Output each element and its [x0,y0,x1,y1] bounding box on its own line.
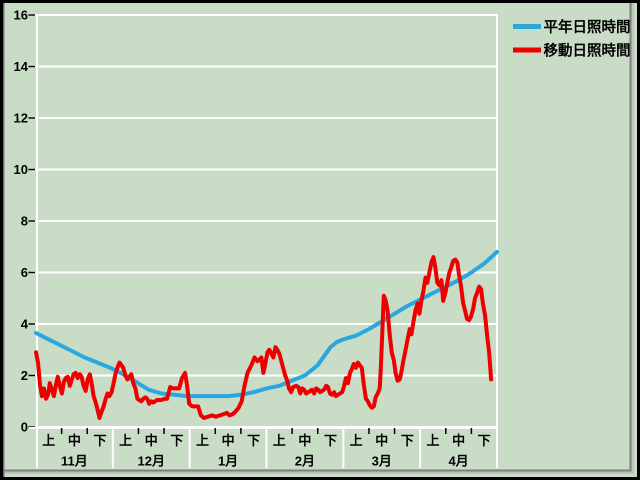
period-label: 下 [170,433,183,448]
frame-bevel-light-bottom [3,471,633,474]
y-axis-label: 0 [21,420,28,435]
period-label: 中 [222,433,235,448]
period-label: 上 [196,433,209,448]
period-label: 上 [42,433,55,448]
legend-label-1: 移動日照時間 [544,42,631,60]
normal-sunshine-line [34,249,499,399]
period-label: 下 [94,433,107,448]
period-label: 上 [273,433,286,448]
moving-sunshine-line [34,255,494,420]
period-label: 中 [68,433,81,448]
month-label: 4月 [448,454,468,469]
period-label: 上 [119,433,132,448]
frame-bevel-gray-bottom [3,469,631,472]
period-label: 上 [350,433,363,448]
period-label: 下 [478,433,491,448]
period-label: 上 [426,433,439,448]
period-label: 下 [401,433,414,448]
y-axis-label: 8 [21,214,28,229]
frame-bottom [0,477,640,480]
period-label: 中 [375,433,388,448]
y-axis-label: 6 [21,265,28,280]
frame-right [637,0,640,480]
period-label: 中 [298,433,311,448]
period-label: 中 [145,433,158,448]
frame-top [0,0,640,3]
month-label: 11月 [61,454,88,469]
y-axis-label: 4 [21,317,29,332]
y-axis-label: 16 [14,8,28,23]
period-label: 下 [247,433,260,448]
month-label: 12月 [138,454,165,469]
y-axis-label: 14 [14,59,29,74]
period-label: 下 [324,433,337,448]
month-label: 1月 [218,454,238,469]
y-axis-label: 12 [14,111,28,126]
frame-left-accent [3,3,5,477]
y-axis-label: 10 [14,162,28,177]
frame-left [0,0,3,480]
period-label: 中 [452,433,465,448]
y-axis-label: 2 [21,368,28,383]
month-label: 3月 [372,454,392,469]
month-label: 2月 [295,454,315,469]
legend-label-0: 平年日照時間 [544,18,631,36]
frame-bevel-light-right [631,3,634,474]
frame-bevel-gray-right [629,3,632,472]
